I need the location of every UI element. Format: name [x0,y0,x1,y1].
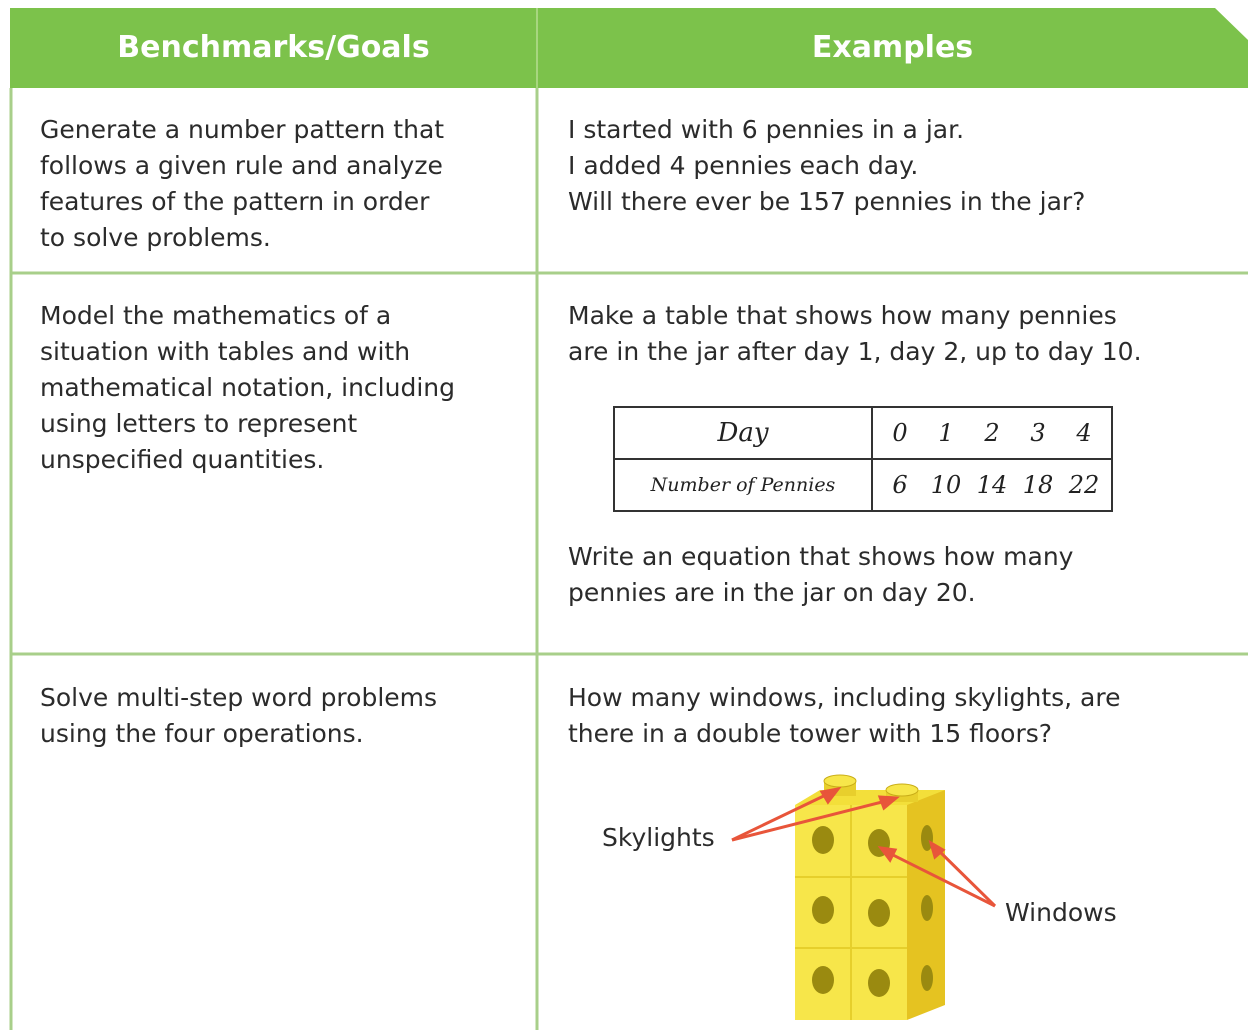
goal-line: features of the pattern in order [40,187,430,216]
goal-line: using the four operations. [40,719,364,748]
example-line: are in the jar after day 1, day 2, up to… [568,337,1142,366]
arrows [731,786,997,908]
figure-label: Skylights [602,823,715,852]
example-line: Write an equation that shows how many [568,542,1074,571]
example-line: there in a double tower with 15 floors? [568,719,1053,748]
example-line: Will there ever be 157 pennies in the ja… [568,187,1086,216]
sketch-value: 10 [930,471,962,499]
goal-line: unspecified quantities. [40,445,325,474]
example-line: I started with 6 pennies in a jar. [568,115,965,144]
goal-line: mathematical notation, including [40,373,455,402]
sketch-value: 4 [1076,419,1092,447]
goal-line: to solve problems. [40,223,271,252]
goal-line: using letters to represent [40,409,358,438]
goal-line: situation with tables and with [40,337,411,366]
goal-line: follows a given rule and analyze [40,151,443,180]
sketch-value: 1 [938,419,954,447]
column-header: Benchmarks/Goals [117,30,430,65]
sketch-value: 14 [976,471,1008,499]
sketch-value: 0 [892,419,908,447]
sketch-value: 3 [1030,419,1046,447]
sketch-label: Day [717,418,769,448]
sketch-value: 18 [1022,471,1054,499]
goal-line: Model the mathematics of a [40,301,392,330]
example-line: How many windows, including skylights, a… [568,683,1121,712]
example-line: Make a table that shows how many pennies [568,301,1117,330]
goal-line: Generate a number pattern that [40,115,445,144]
example-line: pennies are in the jar on day 20. [568,578,976,607]
header-bar [10,8,1248,88]
sketch-value: 6 [892,471,908,499]
goal-line: Solve multi-step word problems [40,683,438,712]
sketch-value: 22 [1068,471,1100,499]
column-header: Examples [811,30,974,65]
figure-label: Windows [1005,898,1117,927]
sketch-value: 2 [984,419,1000,447]
sketch-label: Number of Pennies [650,474,836,496]
cube-tower [795,774,945,1020]
example-line: I added 4 pennies each day. [568,151,919,180]
